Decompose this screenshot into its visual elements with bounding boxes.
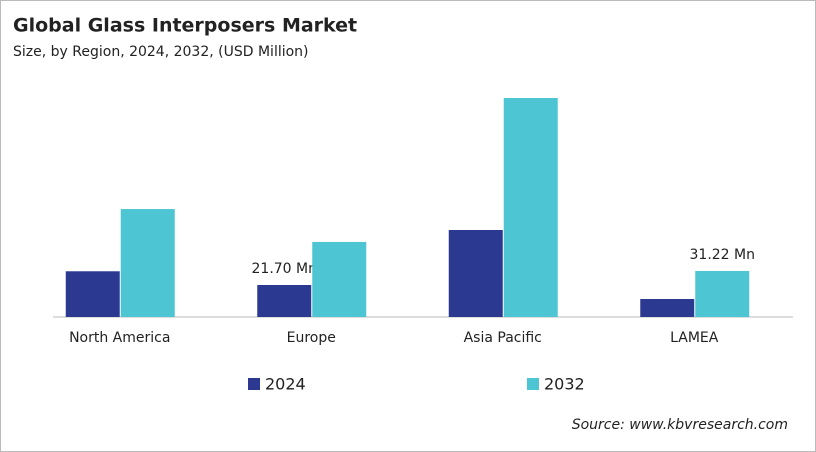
bar (448, 229, 503, 317)
bar (640, 299, 695, 317)
chart-subtitle: Size, by Region, 2024, 2032, (USD Millio… (13, 44, 309, 60)
bar (120, 209, 175, 317)
x-tick-label: LAMEA (670, 330, 719, 346)
legend-label: 2024 (265, 375, 306, 394)
legend-label: 2032 (544, 375, 585, 394)
bar (503, 98, 558, 317)
bar (695, 270, 750, 317)
x-tick-label: Asia Pacific (464, 330, 542, 346)
x-tick-label: North America (69, 330, 170, 346)
value-label: 31.22 Mn (690, 247, 755, 263)
bar (257, 284, 312, 317)
legend-swatch (248, 378, 260, 390)
value-label: 21.70 Mn (252, 261, 317, 277)
x-tick-label: Europe (287, 330, 336, 346)
chart-title: Global Glass Interposers Market (13, 15, 357, 37)
source: Source: www.kbvresearch.com (572, 417, 788, 433)
bar (65, 271, 120, 317)
bar (312, 241, 367, 317)
legend-swatch (527, 378, 539, 390)
